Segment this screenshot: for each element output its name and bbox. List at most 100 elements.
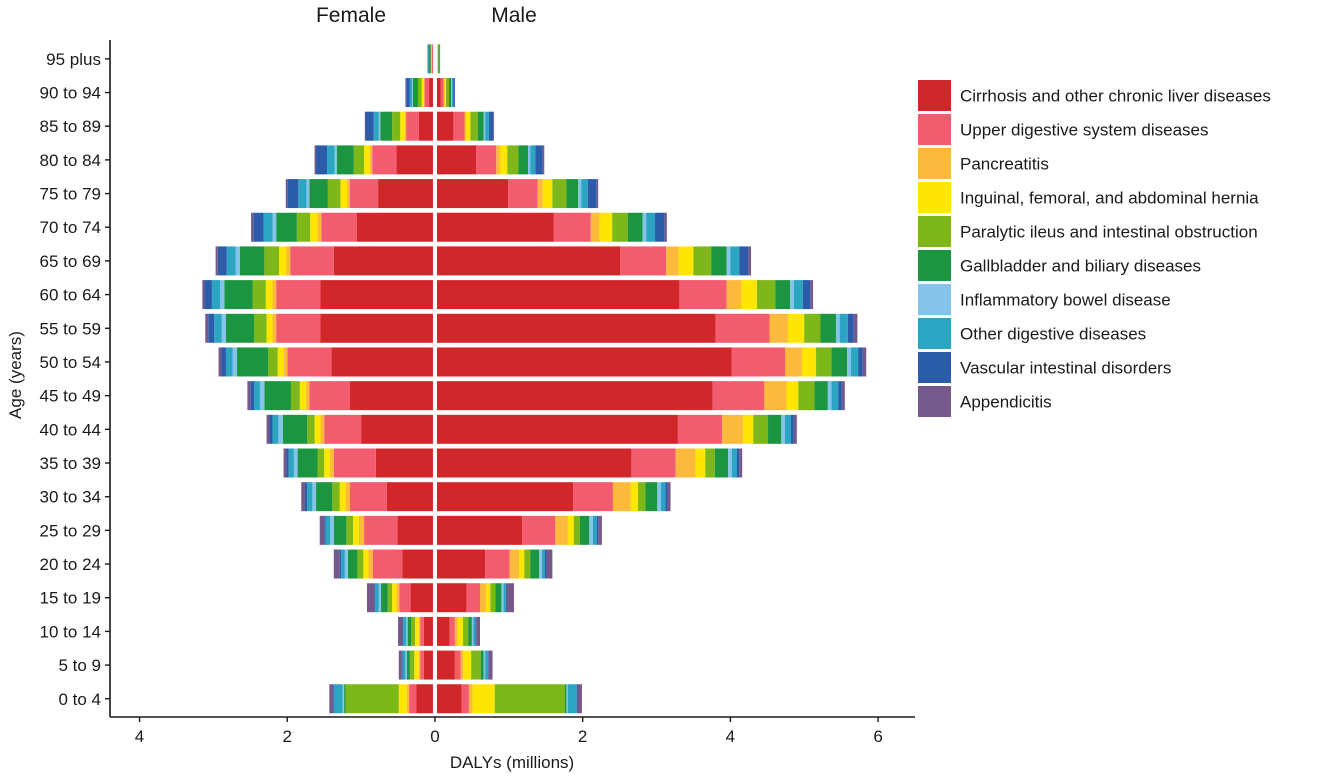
bar-male-5-to-9-other-digestive-diseases: [485, 650, 489, 680]
bar-male-25-to-29-vascular-intestinal-disorders: [596, 515, 599, 545]
bar-female-75-to-79-gallbladder-and-biliary-diseases: [309, 179, 328, 209]
bar-male-10-to-14-other-digestive-diseases: [473, 616, 476, 646]
bar-female-65-to-69-upper-digestive-system-diseases: [290, 246, 334, 276]
bar-male-30-to-34-gallbladder-and-biliary-diseases: [645, 482, 658, 512]
bar-female-15-to-19-upper-digestive-system-diseases: [399, 583, 411, 613]
bar-female-85-to-89-appendicitis: [364, 111, 366, 141]
bar-male-65-to-69-pancreatitis: [666, 246, 679, 276]
bar-female-70-to-74-paralytic-ileus-and-intestinal-obstruction: [296, 212, 311, 242]
bar-male-90-to-94-paralytic-ileus-and-intestinal-obstruction: [446, 78, 449, 108]
bar-male-35-to-39-other-digestive-diseases: [731, 448, 738, 478]
bar-male-0-to-4-paralytic-ileus-and-intestinal-obstruction: [494, 684, 565, 714]
bar-male-20-to-24-other-digestive-diseases: [542, 549, 545, 579]
bar-female-45-to-49-pancreatitis: [305, 381, 310, 411]
bar-female-25-to-29-inguinal-femoral-and-abdominal-hernia: [352, 515, 359, 545]
bar-female-15-to-19-inflammatory-bowel-disease: [378, 583, 382, 613]
bar-female-15-to-19-other-digestive-diseases: [375, 583, 379, 613]
bar-male-45-to-49-paralytic-ileus-and-intestinal-obstruction: [798, 381, 815, 411]
bar-female-5-to-9-paralytic-ileus-and-intestinal-obstruction: [409, 650, 415, 680]
bar-female-90-to-94-pancreatitis: [423, 78, 425, 108]
bar-female-70-to-74-inflammatory-bowel-disease: [272, 212, 277, 242]
bar-male-10-to-14-pancreatitis: [454, 616, 458, 646]
bar-male-5-to-9-gallbladder-and-biliary-diseases: [480, 650, 484, 680]
bar-male-80-to-84-inflammatory-bowel-disease: [528, 145, 531, 175]
bar-female-90-to-94-vascular-intestinal-disorders: [406, 78, 410, 108]
bar-female-60-to-64-appendicitis: [202, 280, 205, 310]
bar-male-75-to-79-vascular-intestinal-disorders: [587, 179, 597, 209]
bar-male-60-to-64-vascular-intestinal-disorders: [802, 280, 811, 310]
bar-male-25-to-29-inguinal-femoral-and-abdominal-hernia: [567, 515, 574, 545]
bar-female-85-to-89-other-digestive-diseases: [373, 111, 379, 141]
bar-male-85-to-89-vascular-intestinal-disorders: [488, 111, 494, 141]
bar-male-65-to-69-inguinal-femoral-and-abdominal-hernia: [678, 246, 694, 276]
bar-female-25-to-29-cirrhosis-and-other-chronic-liver-diseases: [397, 515, 435, 545]
bar-female-60-to-64-gallbladder-and-biliary-diseases: [224, 280, 253, 310]
bar-female-0-to-4-pancreatitis: [406, 684, 410, 714]
x-tick-label: 2: [578, 727, 587, 746]
bar-male-5-to-9-pancreatitis: [460, 650, 464, 680]
bar-male-35-to-39-upper-digestive-system-diseases: [631, 448, 676, 478]
bar-female-70-to-74-pancreatitis: [317, 212, 322, 242]
bar-female-75-to-79-inflammatory-bowel-disease: [306, 179, 310, 209]
bar-female-40-to-44-cirrhosis-and-other-chronic-liver-diseases: [361, 414, 435, 444]
bar-male-70-to-74-cirrhosis-and-other-chronic-liver-diseases: [434, 212, 554, 242]
bar-male-85-to-89-other-digestive-diseases: [485, 111, 489, 141]
bar-male-80-to-84-gallbladder-and-biliary-diseases: [518, 145, 529, 175]
bar-female-35-to-39-paralytic-ileus-and-intestinal-obstruction: [317, 448, 325, 478]
bar-female-90-to-94-paralytic-ileus-and-intestinal-obstruction: [417, 78, 422, 108]
bar-male-35-to-39-vascular-intestinal-disorders: [737, 448, 740, 478]
bar-female-0-to-4-upper-digestive-system-diseases: [409, 684, 417, 714]
bar-female-45-to-49-inguinal-femoral-and-abdominal-hernia: [299, 381, 306, 411]
bar-female-50-to-54-other-digestive-diseases: [225, 347, 233, 377]
bar-male-40-to-44-vascular-intestinal-disorders: [790, 414, 794, 444]
bar-female-45-to-49-paralytic-ileus-and-intestinal-obstruction: [290, 381, 300, 411]
bar-female-25-to-29-vascular-intestinal-disorders: [324, 515, 326, 545]
bar-female-15-to-19-appendicitis: [367, 583, 375, 613]
bar-male-5-to-9-paralytic-ileus-and-intestinal-obstruction: [471, 650, 481, 680]
bar-female-35-to-39-upper-digestive-system-diseases: [333, 448, 376, 478]
bar-female-80-to-84-other-digestive-diseases: [327, 145, 335, 175]
y-tick-label: 25 to 29: [40, 521, 101, 540]
bar-female-95-plus-paralytic-ileus-and-intestinal-obstruction: [430, 44, 432, 74]
bar-female-0-to-4-appendicitis: [329, 684, 334, 714]
legend-swatch-inflammatory-bowel-disease: [918, 284, 951, 315]
bar-male-75-to-79-pancreatitis: [537, 179, 543, 209]
right-panel-title: Male: [491, 4, 537, 27]
bar-male-50-to-54-pancreatitis: [785, 347, 803, 377]
bar-male-60-to-64-pancreatitis: [726, 280, 742, 310]
bar-female-55-to-59-inflammatory-bowel-disease: [221, 313, 226, 343]
bar-female-95-plus-other-digestive-diseases: [428, 44, 430, 74]
bar-female-60-to-64-cirrhosis-and-other-chronic-liver-diseases: [320, 280, 435, 310]
bar-female-0-to-4-other-digestive-diseases: [333, 684, 343, 714]
bar-male-15-to-19-other-digestive-diseases: [503, 583, 506, 613]
bar-male-60-to-64-other-digestive-diseases: [793, 280, 803, 310]
bar-female-60-to-64-other-digestive-diseases: [211, 280, 221, 310]
bar-female-50-to-54-paralytic-ileus-and-intestinal-obstruction: [268, 347, 278, 377]
bar-female-20-to-24-upper-digestive-system-diseases: [372, 549, 403, 579]
bar-male-80-to-84-other-digestive-diseases: [530, 145, 536, 175]
bar-male-25-to-29-upper-digestive-system-diseases: [522, 515, 556, 545]
bar-female-55-to-59-gallbladder-and-biliary-diseases: [225, 313, 255, 343]
bar-male-40-to-44-inguinal-femoral-and-abdominal-hernia: [742, 414, 754, 444]
legend-swatch-gallbladder-and-biliary-diseases: [918, 250, 951, 281]
bar-male-15-to-19-vascular-intestinal-disorders: [505, 583, 507, 613]
bar-female-90-to-94-cirrhosis-and-other-chronic-liver-diseases: [429, 78, 435, 108]
x-tick-label: 4: [135, 727, 144, 746]
bar-male-20-to-24-cirrhosis-and-other-chronic-liver-diseases: [434, 549, 486, 579]
bar-male-75-to-79-paralytic-ileus-and-intestinal-obstruction: [552, 179, 567, 209]
bar-male-75-to-79-other-digestive-diseases: [581, 179, 588, 209]
bar-male-70-to-74-appendicitis: [664, 212, 667, 242]
legend-swatch-paralytic-ileus-and-intestinal-obstruction: [918, 216, 951, 247]
bar-male-55-to-59-appendicitis: [853, 313, 858, 343]
bar-male-65-to-69-gallbladder-and-biliary-diseases: [711, 246, 727, 276]
bar-female-85-to-89-cirrhosis-and-other-chronic-liver-diseases: [418, 111, 435, 141]
bar-female-90-to-94-gallbladder-and-biliary-diseases: [412, 78, 418, 108]
bar-male-40-to-44-paralytic-ileus-and-intestinal-obstruction: [753, 414, 769, 444]
bar-female-55-to-59-vascular-intestinal-disorders: [208, 313, 215, 343]
bar-male-95-plus-gallbladder-and-biliary-diseases: [438, 44, 440, 74]
bar-female-35-to-39-cirrhosis-and-other-chronic-liver-diseases: [375, 448, 435, 478]
bar-female-85-to-89-gallbladder-and-biliary-diseases: [380, 111, 393, 141]
bar-male-50-to-54-appendicitis: [862, 347, 867, 377]
bar-female-5-to-9-inguinal-femoral-and-abdominal-hernia: [414, 650, 419, 680]
bar-female-80-to-84-vascular-intestinal-disorders: [316, 145, 328, 175]
